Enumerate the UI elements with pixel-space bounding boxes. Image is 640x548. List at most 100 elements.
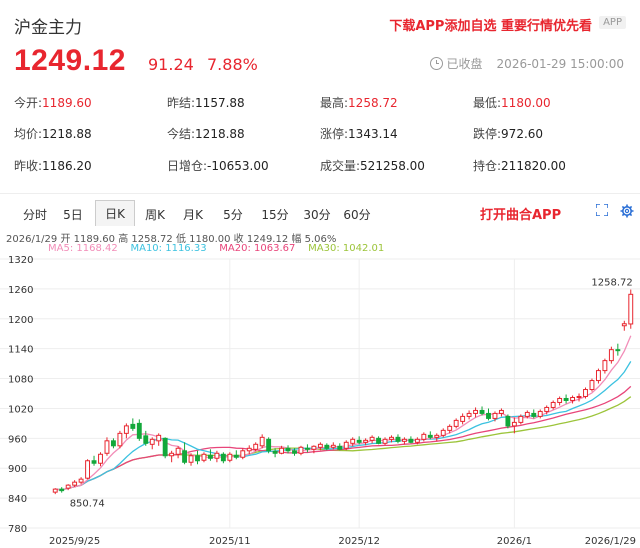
- y-tick-label: 780: [8, 524, 27, 535]
- candle-body: [382, 438, 388, 444]
- candle-body: [350, 438, 356, 444]
- kline-amp-label: 幅: [291, 234, 302, 245]
- y-tick-label: 1020: [8, 404, 33, 415]
- candle-body: [220, 453, 226, 462]
- download-app-link[interactable]: 下载APP添加自选 重要行情优先看: [389, 19, 592, 34]
- tab-5min[interactable]: 5分: [223, 208, 243, 222]
- candle-body: [453, 419, 459, 427]
- app-badge[interactable]: APP: [599, 16, 626, 29]
- candle-body: [117, 432, 123, 447]
- market-status: 已收盘 2026-01-29 15:00:00: [429, 55, 624, 72]
- quote-datetime: 2026-01-29 15:00:00: [496, 56, 624, 71]
- candle-body: [78, 478, 84, 483]
- candle-body: [162, 437, 168, 457]
- candle-body: [317, 443, 323, 448]
- clock-icon: [429, 57, 443, 70]
- candle-body: [473, 409, 479, 414]
- candle-body: [376, 437, 382, 444]
- candle-body: [207, 454, 213, 459]
- candle-body: [182, 450, 188, 463]
- ma20-line: [55, 385, 632, 491]
- candle-body: [156, 434, 162, 442]
- candle-body: [498, 409, 504, 414]
- gear-icon[interactable]: [620, 204, 634, 218]
- kline-open: 1189.60: [73, 234, 116, 245]
- y-tick-label: 840: [8, 494, 27, 505]
- candle-body: [292, 450, 297, 454]
- ma10-legend: MA10: 1116.33: [130, 243, 207, 254]
- candle-body: [240, 450, 246, 458]
- candle-body: [324, 444, 330, 449]
- candle-body: [143, 435, 149, 444]
- candle-body: [628, 293, 634, 325]
- candle-body: [52, 488, 58, 493]
- candle-body: [479, 409, 485, 414]
- stat-prev-close: 昨收:1186.20: [14, 159, 92, 173]
- stat-limit-up: 涨停:1343.14: [320, 127, 398, 141]
- candle-body: [175, 447, 181, 455]
- candle-body: [544, 406, 550, 412]
- candle-body: [537, 410, 543, 417]
- candle-body: [356, 439, 362, 443]
- candle-body: [518, 415, 524, 423]
- candle-body: [72, 481, 78, 486]
- x-tick-label: 2025/11: [209, 536, 251, 547]
- price-change-percent: 7.88%: [207, 55, 258, 74]
- stat-settle: 今结:1218.88: [167, 127, 245, 141]
- tab-60min[interactable]: 60分: [343, 208, 371, 222]
- y-tick-label: 1260: [8, 285, 33, 296]
- tab-15min[interactable]: 15分: [261, 208, 289, 222]
- tab-daily-k[interactable]: 日K: [95, 200, 135, 226]
- kline-chart[interactable]: 1320 1260 1200 1140 1080 1020 960 900 840 780 2025…: [0, 252, 640, 548]
- candle-body: [401, 438, 407, 442]
- stat-prev-settle: 昨结:1157.88: [167, 96, 245, 110]
- candle-body: [460, 415, 466, 422]
- candle-body: [576, 395, 582, 398]
- stats-row: 昨收:1186.20 日增仓:-10653.00 成交量:521258.00 持…: [0, 157, 640, 179]
- kline-close: 1249.12: [246, 234, 289, 245]
- candle-body: [440, 429, 446, 436]
- last-price: 1249.12: [14, 44, 126, 77]
- candle-body: [149, 438, 155, 445]
- ma-legend: MA5: 1168.42 MA10: 1116.33 MA20: 1063.67…: [48, 243, 384, 254]
- candle-body: [531, 412, 537, 417]
- stat-high: 最高:1258.72: [320, 96, 398, 110]
- candle-body: [123, 425, 129, 434]
- ma30-legend: MA30: 1042.01: [308, 243, 385, 254]
- candle-body: [136, 422, 142, 439]
- x-tick-label: 2026/1/29: [585, 536, 636, 547]
- candle-body: [188, 455, 194, 463]
- candle-body: [602, 360, 608, 372]
- y-tick-label: 1140: [8, 345, 33, 356]
- candle-body: [227, 453, 233, 461]
- candle-body: [511, 421, 517, 427]
- open-app-button[interactable]: 打开曲合APP: [480, 208, 562, 223]
- candle-body: [621, 323, 627, 327]
- stat-oi-change: 日增仓:-10653.00: [167, 159, 269, 173]
- candle-body: [85, 460, 91, 479]
- expand-icon[interactable]: [596, 204, 608, 216]
- candle-body: [343, 441, 349, 449]
- tab-timeshare[interactable]: 分时: [22, 208, 47, 222]
- tab-monthly-k[interactable]: 月K: [183, 208, 203, 222]
- kline-high: 1258.72: [131, 234, 173, 245]
- candle-body: [421, 433, 427, 440]
- candle-body: [563, 397, 569, 401]
- candle-body: [246, 447, 252, 452]
- candle-body: [427, 434, 433, 438]
- candle-body: [195, 455, 200, 462]
- kline-info: 2026/1/29 开 1189.60 高 1258.72 低 1180.00 …: [6, 230, 336, 245]
- candle-body: [589, 380, 595, 391]
- tab-weekly-k[interactable]: 周K: [145, 208, 165, 222]
- candle-body: [298, 446, 304, 454]
- price-change: 91.24: [148, 55, 194, 74]
- candle-body: [583, 389, 588, 397]
- candle-body: [253, 443, 259, 450]
- candle-body: [337, 445, 343, 450]
- candle-body: [214, 452, 220, 459]
- tab-5day[interactable]: 5日: [63, 208, 83, 222]
- candle-body: [570, 396, 576, 401]
- tab-30min[interactable]: 30分: [303, 208, 331, 222]
- x-tick-label: 2025/9/25: [49, 536, 100, 547]
- candle-body: [595, 370, 601, 382]
